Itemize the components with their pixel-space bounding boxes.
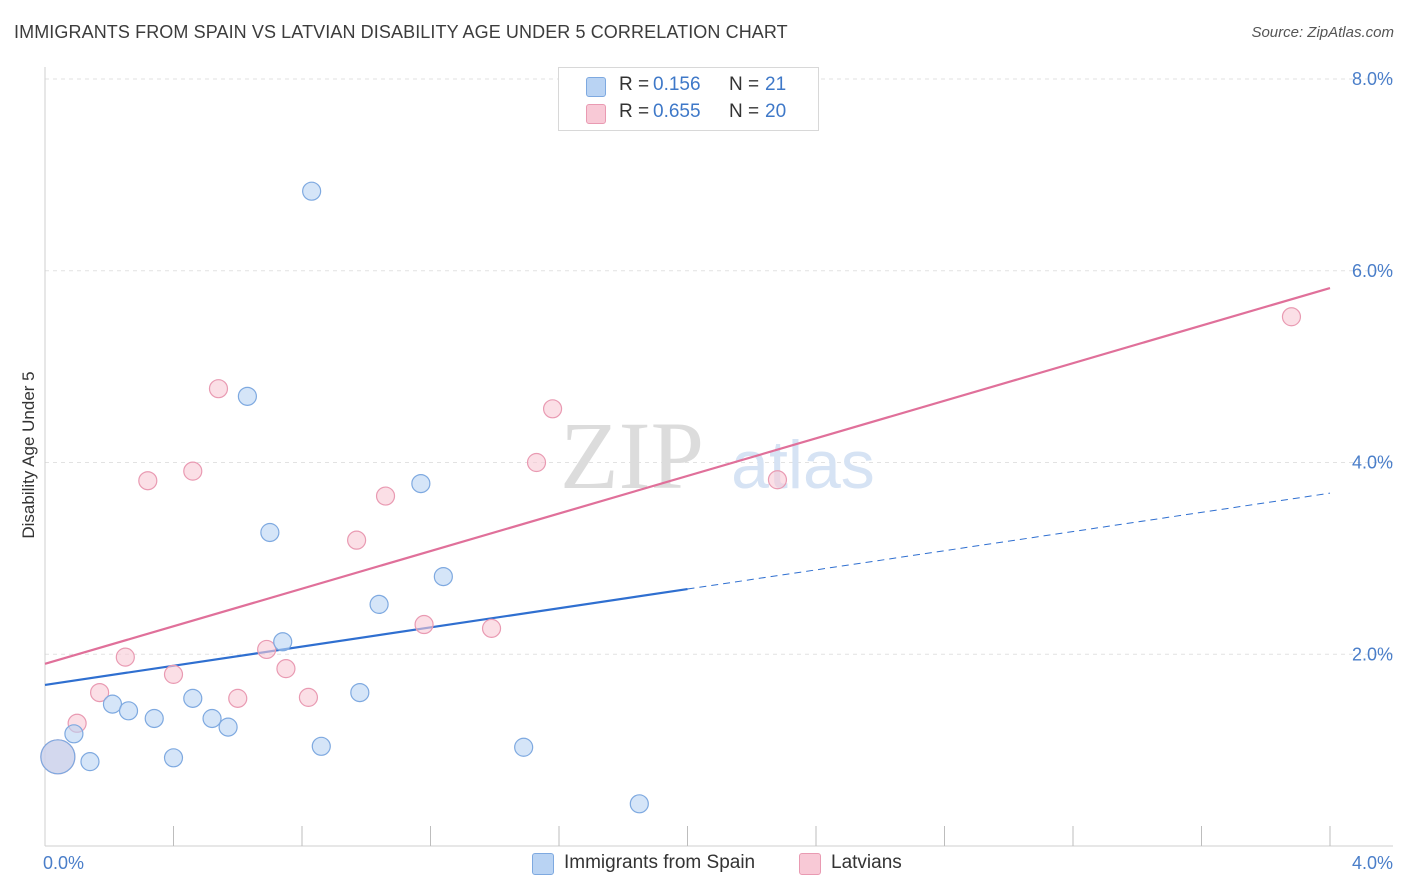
- latvians-point: [1281, 307, 1302, 327]
- latvians-point: [481, 618, 502, 638]
- spain-point: [369, 594, 389, 614]
- latvians-point: [767, 470, 788, 490]
- spain-point: [80, 752, 100, 772]
- spain-point: [40, 739, 76, 775]
- legend-item-spain: Immigrants from Spain: [532, 851, 782, 877]
- y-tick-label: 6.0%: [1352, 261, 1393, 281]
- latvians-point: [163, 664, 184, 684]
- spain-point: [302, 181, 322, 201]
- latvians-point: [138, 471, 158, 491]
- spain-point: [311, 736, 331, 756]
- spain-point: [102, 694, 123, 714]
- tick-labels: 2.0% 4.0% 6.0% 8.0% 0.0% 4.0%: [43, 69, 1393, 873]
- data-points: [40, 181, 1302, 814]
- chart-title: IMMIGRANTS FROM SPAIN VS LATVIAN DISABIL…: [14, 22, 788, 42]
- spain-point: [163, 748, 184, 768]
- y-axis-label: Disability Age Under 5: [19, 371, 38, 538]
- legend-row-spain: R = 0.156 N = 21: [559, 74, 818, 100]
- latvians-point: [298, 687, 319, 707]
- spain-point: [118, 701, 139, 721]
- latvians-point: [542, 399, 563, 419]
- latvians-point: [183, 461, 203, 481]
- latvians-point: [115, 647, 135, 667]
- r-value: 0.655: [653, 101, 701, 122]
- watermark: ZIP atlas: [560, 402, 875, 509]
- n-value: 20: [765, 101, 787, 122]
- legend-label: Latvians: [831, 852, 902, 873]
- spain-point: [260, 522, 280, 543]
- latvians-point: [526, 452, 547, 473]
- pink-swatch-icon: [799, 853, 821, 875]
- latvians-point: [90, 682, 110, 703]
- n-label: N =: [729, 101, 760, 122]
- spain-point: [64, 724, 84, 744]
- spain-trend-projection: [687, 492, 1331, 590]
- latvians-point: [347, 530, 367, 550]
- y-tick-label: 2.0%: [1352, 644, 1393, 664]
- gridlines: [45, 78, 1393, 655]
- blue-swatch-icon: [532, 853, 554, 875]
- spain-point: [144, 708, 164, 729]
- latvians-point: [276, 659, 296, 679]
- trend-lines: [44, 286, 1331, 687]
- latvians-point: [257, 639, 277, 660]
- legend-item-latvians: Latvians: [799, 851, 919, 877]
- latvians-point: [228, 688, 248, 708]
- spain-point: [629, 794, 649, 814]
- latvians-point: [414, 614, 434, 635]
- latvians-trend-line: [44, 286, 1331, 665]
- spain-point: [273, 632, 293, 652]
- spain-point: [183, 688, 203, 708]
- watermark-atlas: atlas: [731, 427, 875, 503]
- correlation-legend: R = 0.156 N = 21 R = 0.655 N = 20: [558, 67, 819, 131]
- legend-label: Immigrants from Spain: [564, 852, 756, 873]
- source-label: Source: ZipAtlas.com: [1251, 24, 1394, 41]
- x-tick-label: 4.0%: [1352, 853, 1393, 873]
- spain-point: [202, 708, 222, 729]
- n-value: 21: [765, 74, 787, 95]
- spain-point: [350, 682, 370, 703]
- latvians-point: [375, 486, 396, 506]
- spain-trend-line: [44, 587, 688, 687]
- n-label: N =: [729, 74, 760, 95]
- latvians-point: [208, 379, 229, 399]
- spain-point: [218, 717, 238, 737]
- y-tick-label: 8.0%: [1352, 69, 1393, 89]
- r-label: R =: [619, 101, 650, 122]
- spain-point: [411, 473, 431, 494]
- axes: [44, 67, 1393, 847]
- spain-point: [237, 386, 257, 406]
- pink-swatch-icon: [586, 104, 606, 124]
- blue-swatch-icon: [586, 77, 606, 97]
- x-tick-label: 0.0%: [43, 853, 84, 873]
- r-value: 0.156: [653, 74, 701, 95]
- spain-point: [433, 566, 453, 587]
- spain-point: [514, 737, 534, 757]
- y-tick-label: 4.0%: [1352, 453, 1393, 473]
- r-label: R =: [619, 74, 650, 95]
- legend-row-latvians: R = 0.655 N = 20: [559, 101, 818, 127]
